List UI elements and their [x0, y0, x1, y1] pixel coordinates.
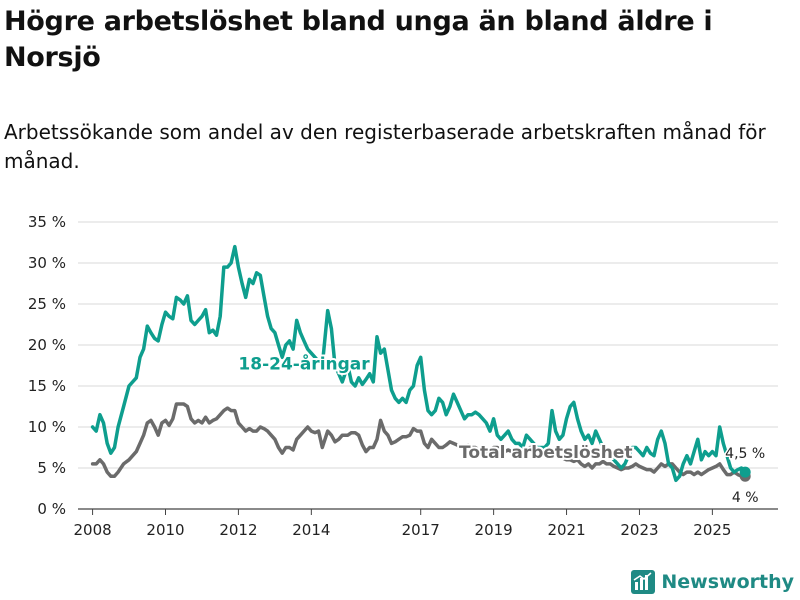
series-line-youth — [90, 244, 747, 483]
y-tick-label: 10 % — [28, 418, 66, 436]
brand-name: Newsworthy — [661, 571, 794, 593]
y-tick-label: 20 % — [28, 336, 66, 354]
grid-lines — [78, 221, 778, 510]
series-label-youth: 18-24-åringar — [238, 353, 370, 375]
x-axis: 2008 2010 2012 2014 2017 2019 2021 2023 2025 — [73, 509, 731, 539]
x-tick-label: 2025 — [693, 521, 731, 539]
y-tick-label: 30 % — [28, 254, 66, 272]
x-tick-label: 2017 — [402, 521, 440, 539]
y-tick-label: 25 % — [28, 295, 66, 313]
series-line-total — [90, 402, 747, 478]
chart-subtitle: Arbetssökande som andel av den registerb… — [4, 120, 766, 173]
series-labels: Total arbetslöshet 18-24-åringar 4,5 % 4 % — [236, 351, 766, 508]
x-tick-label: 2010 — [146, 521, 184, 539]
y-tick-label: 35 % — [28, 213, 66, 231]
x-tick-label: 2012 — [219, 521, 257, 539]
newsworthy-icon — [631, 570, 656, 594]
y-axis: 0 % 5 % 10 % 15 % 20 % 25 % 30 % 35 % — [28, 213, 66, 518]
x-tick-label: 2014 — [292, 521, 330, 539]
x-tick-label: 2019 — [475, 521, 513, 539]
chart-title: Högre arbetslöshet bland unga än bland ä… — [4, 6, 713, 73]
y-tick-label: 0 % — [37, 500, 66, 518]
end-label-total: 4 % — [732, 490, 759, 506]
y-tick-label: 15 % — [28, 377, 66, 395]
series-label-total: Total arbetslöshet — [459, 443, 633, 463]
y-tick-label: 5 % — [37, 459, 66, 477]
series-lines — [90, 244, 751, 483]
x-tick-label: 2008 — [73, 521, 111, 539]
brand-logo: Newsworthy — [631, 570, 794, 594]
end-label-youth: 4,5 % — [725, 446, 765, 462]
x-tick-label: 2021 — [547, 521, 585, 539]
end-point-youth — [739, 466, 751, 478]
x-tick-label: 2023 — [620, 521, 658, 539]
